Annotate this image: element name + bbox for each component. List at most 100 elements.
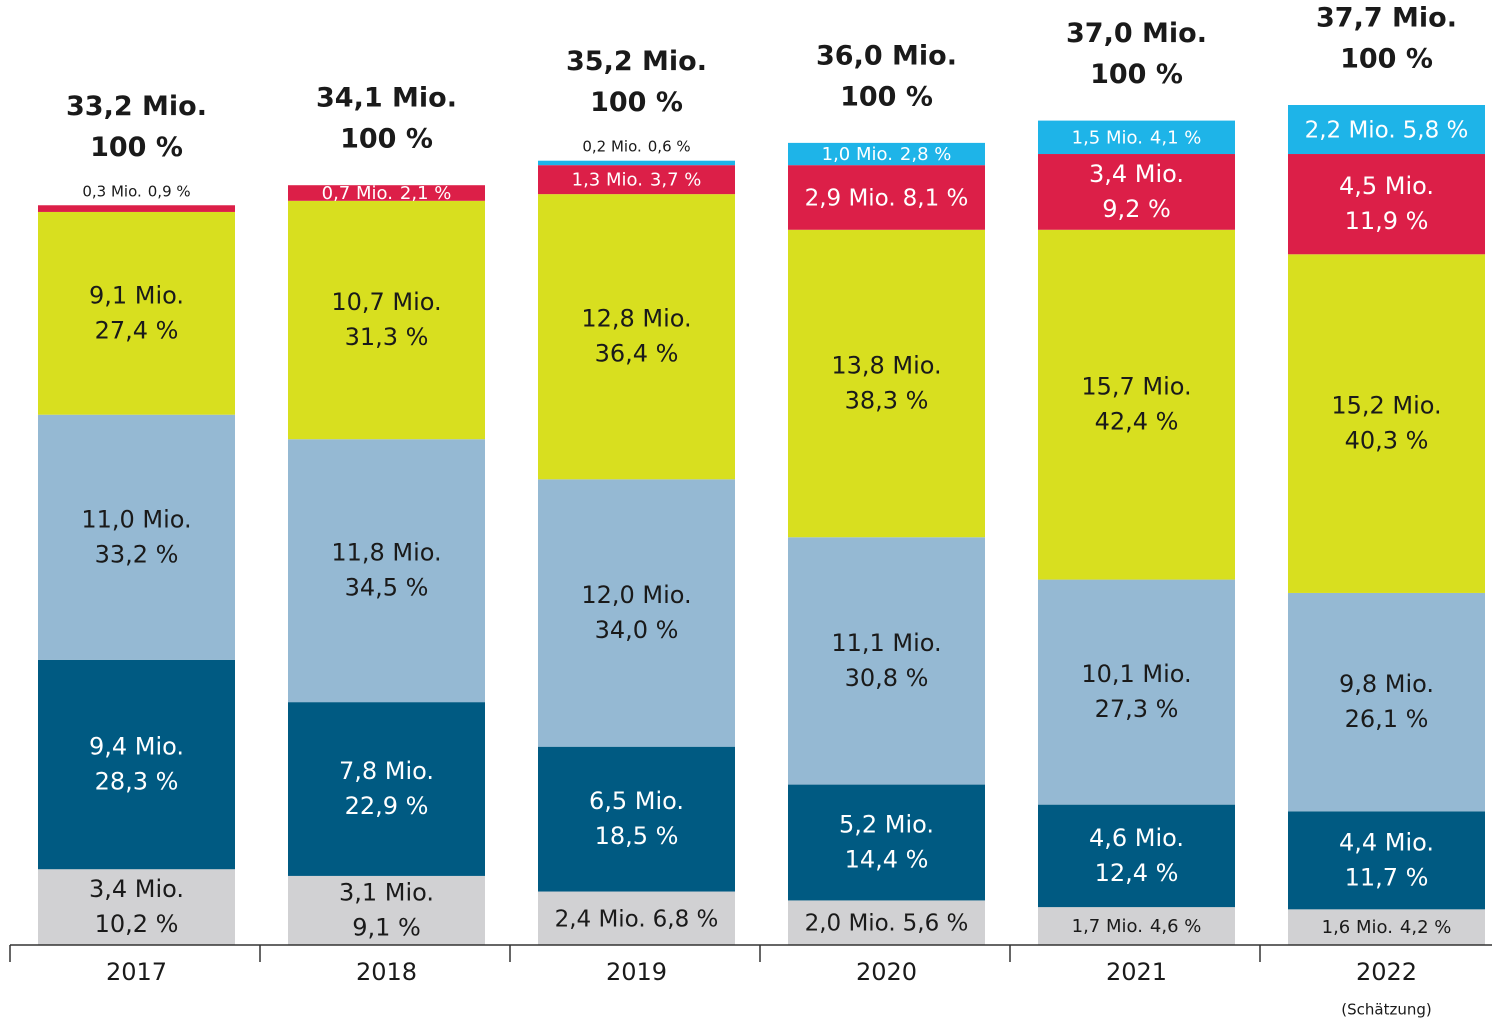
share-label: 4,6 % [1150,916,1201,937]
bar-segment [38,211,235,415]
bar-segment [288,200,485,440]
x-tick-label: 2018 [356,958,417,986]
value-label: 5,2 Mio. [839,811,934,839]
share-label: 6,8 % [653,906,719,932]
share-label: 0,9 % [148,182,191,200]
bar-segment [288,702,485,876]
value-label: 11,0 Mio. [81,505,191,533]
value-label: 1,3 Mio. [572,170,643,191]
total-share-label: 100 % [1340,44,1433,75]
bar-segment [288,439,485,703]
total-share-label: 100 % [1090,59,1183,90]
total-share-label: 100 % [340,124,433,155]
share-label: 40,3 % [1345,427,1429,455]
share-label: 9,2 % [1102,195,1171,223]
bar-segment [38,659,235,870]
total-label: 35,2 Mio. [566,46,707,77]
total-label: 37,7 Mio. [1316,3,1457,34]
value-label: 0,7 Mio. [322,183,393,204]
x-tick-label: 2020 [856,958,917,986]
value-label: 4,5 Mio. [1339,172,1434,200]
segment-label: 0,7 Mio. 2,1 % [322,183,452,204]
x-tick-label: 2021 [1106,958,1167,986]
segment-label: 2,0 Mio. 5,6 % [805,910,969,936]
bar-segment [538,194,735,480]
bar-segment [538,160,735,166]
share-label: 0,6 % [648,137,691,155]
value-label: 3,4 Mio. [1089,160,1184,188]
share-label: 2,1 % [400,183,451,204]
value-label: 9,8 Mio. [1339,670,1434,698]
total-label: 34,1 Mio. [316,83,457,114]
value-label: 9,4 Mio. [89,733,184,761]
segment-label: 0,3 Mio. 0,9 % [82,182,190,200]
value-label: 7,8 Mio. [339,757,434,785]
bar-segment [1038,804,1235,908]
value-label: 2,0 Mio. [805,910,896,936]
bar-segment [1288,105,1485,155]
bar-segment [288,185,485,201]
bar-segment [1288,154,1485,255]
bar-segment [1288,592,1485,812]
share-label: 34,0 % [595,616,679,644]
value-label: 4,4 Mio. [1339,828,1434,856]
value-label: 15,7 Mio. [1081,373,1191,401]
bar-segment [38,205,235,212]
annotation: (Schätzung) [1341,1001,1431,1019]
share-label: 27,4 % [95,316,179,344]
bar-segment [1288,909,1485,945]
value-label: 10,7 Mio. [331,288,441,316]
bar-segment [1038,154,1235,230]
value-label: 13,8 Mio. [831,352,941,380]
share-label: 4,1 % [1150,127,1201,148]
x-tick-label: 2019 [606,958,667,986]
bar-segment [538,891,735,945]
bar-segment [788,784,985,901]
bar-segment [788,229,985,538]
share-label: 3,7 % [650,170,701,191]
value-label: 3,4 Mio. [89,875,184,903]
segment-label: 1,5 Mio. 4,1 % [1072,127,1202,148]
segment-label: 0,2 Mio. 0,6 % [582,137,690,155]
share-label: 11,9 % [1345,207,1429,235]
bar-segment [788,900,985,945]
value-label: 11,8 Mio. [331,539,441,567]
share-label: 34,5 % [345,574,429,602]
share-label: 30,8 % [845,664,929,692]
total-label: 36,0 Mio. [816,40,957,71]
value-label: 0,2 Mio. [582,137,641,155]
share-label: 26,1 % [1345,705,1429,733]
bar-segment [1288,811,1485,910]
share-label: 10,2 % [95,910,179,938]
share-label: 38,3 % [845,387,929,415]
value-label: 9,1 Mio. [89,281,184,309]
bar-segment [1038,120,1235,155]
segment-label: 2,9 Mio. 8,1 % [805,185,969,211]
value-label: 2,2 Mio. [1305,117,1396,143]
share-label: 22,9 % [345,792,429,820]
value-label: 12,0 Mio. [581,581,691,609]
share-label: 9,1 % [352,913,421,941]
bar-segment [288,875,485,945]
total-share-label: 100 % [840,81,933,112]
total-share-label: 100 % [90,132,183,163]
x-tick-label: 2022 [1356,958,1417,986]
bar-segment [38,414,235,660]
share-label: 4,2 % [1400,917,1451,938]
value-label: 2,9 Mio. [805,185,896,211]
segment-label: 1,0 Mio. 2,8 % [822,144,952,165]
bar-segment [788,165,985,230]
share-label: 42,4 % [1095,408,1179,436]
bar-segment [1038,907,1235,945]
bar-segment [1038,579,1235,805]
share-label: 36,4 % [595,340,679,368]
value-label: 1,7 Mio. [1072,916,1143,937]
bar-segment [38,869,235,945]
value-label: 11,1 Mio. [831,629,941,657]
total-label: 33,2 Mio. [66,91,207,122]
value-label: 1,5 Mio. [1072,127,1143,148]
value-label: 1,6 Mio. [1322,917,1393,938]
value-label: 6,5 Mio. [589,787,684,815]
bar-segment [538,479,735,747]
